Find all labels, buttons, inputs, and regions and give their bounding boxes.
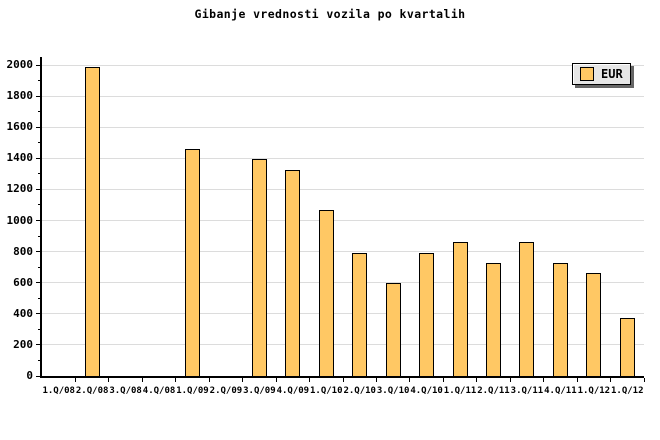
x-axis-label: 2.Q/10	[343, 386, 376, 396]
x-axis-tick	[175, 378, 177, 382]
x-axis-tick	[108, 378, 110, 382]
y-axis-label: 400	[13, 306, 33, 320]
y-axis-label: 1000	[6, 213, 34, 227]
x-axis-tick	[610, 378, 612, 382]
chart-title: Gibanje vrednosti vozila po kvartalih	[194, 7, 466, 21]
x-axis-label: 2.Q/09	[209, 386, 243, 396]
x-axis-tick	[442, 378, 444, 382]
x-axis-label: 1.Q/11	[443, 386, 477, 396]
grid-line	[42, 126, 644, 128]
x-axis-tick	[409, 378, 411, 382]
x-axis-tick	[208, 378, 210, 382]
bar	[251, 159, 267, 376]
x-axis-tick	[275, 378, 277, 382]
y-axis-major-tick	[36, 220, 42, 221]
x-axis-label: 2.Q/11	[477, 386, 510, 396]
grid-line	[42, 220, 644, 221]
x-axis-label: 3.Q/10	[376, 386, 410, 396]
bar	[84, 67, 100, 376]
y-axis-major-tick	[36, 126, 42, 128]
bar	[185, 148, 200, 376]
y-axis-label: 1400	[6, 151, 34, 165]
x-axis-label: 1.Q/08	[42, 386, 75, 396]
x-axis-tick	[509, 378, 511, 382]
grid-line	[42, 95, 644, 97]
grid-line	[42, 157, 644, 159]
grid-line	[42, 251, 644, 253]
bar	[385, 283, 401, 376]
bar	[419, 253, 435, 376]
legend: EUR	[572, 63, 631, 85]
x-axis-tick	[342, 378, 344, 382]
x-axis-label: 3.Q/09	[243, 386, 276, 396]
y-axis-label: 200	[13, 337, 33, 351]
x-axis-label: 1.Q/09	[176, 386, 209, 396]
bar	[619, 318, 635, 376]
x-axis-tick	[375, 378, 377, 382]
y-axis-major-tick	[36, 157, 42, 159]
x-axis-tick	[309, 378, 311, 382]
x-axis-label: 4.Q/11	[544, 386, 577, 396]
grid-line	[42, 313, 644, 315]
y-axis-label: 2000	[6, 58, 34, 71]
x-axis-tick	[543, 378, 545, 382]
bar	[586, 272, 602, 376]
x-axis-label: 1.Q/10	[310, 386, 343, 396]
legend-label: EUR	[601, 67, 623, 81]
x-axis-label: 3.Q/08	[109, 386, 142, 396]
y-axis-major-tick	[36, 188, 42, 190]
y-axis-label: 600	[13, 275, 33, 289]
y-axis-major-tick	[36, 251, 42, 253]
grid-line	[42, 64, 644, 66]
grid-line	[42, 282, 644, 284]
x-axis-label: 4.Q/10	[410, 386, 443, 396]
x-axis-tick	[242, 378, 244, 382]
y-axis-label: 0	[26, 369, 33, 382]
x-axis-tick	[576, 378, 578, 382]
bar	[318, 210, 334, 376]
legend-swatch-eur	[580, 67, 594, 81]
x-axis-label: 1.Q/12	[611, 386, 644, 396]
x-axis-tick	[476, 378, 478, 382]
bar	[519, 242, 535, 376]
y-axis-major-tick	[36, 282, 42, 284]
x-axis-label: 1.Q/12	[577, 386, 611, 396]
x-axis-tick	[643, 378, 645, 382]
bar	[285, 169, 301, 376]
y-axis-major-tick	[36, 95, 42, 97]
x-axis-label: 4.Q/08	[142, 386, 176, 396]
bar	[352, 253, 368, 376]
y-axis-major-tick	[36, 64, 42, 66]
bar	[552, 263, 568, 376]
x-axis-label: 4.Q/09	[276, 386, 310, 396]
x-axis-tick	[74, 378, 76, 382]
bar	[452, 242, 468, 376]
grid-line	[42, 344, 644, 346]
y-axis-major-tick	[36, 313, 42, 315]
y-axis-major-tick	[36, 375, 42, 377]
y-axis-line	[40, 57, 42, 378]
y-axis-label: 1600	[6, 120, 34, 134]
grid-line	[42, 188, 644, 190]
y-axis-label: 1800	[6, 89, 34, 103]
y-axis-label: 800	[13, 244, 33, 258]
x-axis-label: 2.Q/08	[75, 386, 109, 396]
y-axis-major-tick	[36, 344, 42, 346]
bar	[486, 263, 501, 376]
y-axis-label: 1200	[6, 182, 34, 196]
x-axis-tick	[141, 378, 143, 382]
x-axis-line	[40, 376, 644, 378]
x-axis-label: 3.Q/11	[510, 386, 544, 396]
